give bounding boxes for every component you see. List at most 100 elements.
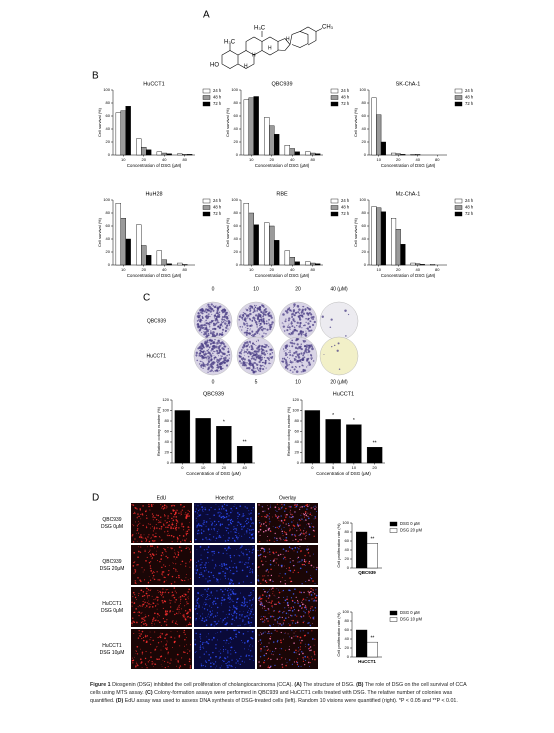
nucleus — [154, 663, 156, 665]
colony — [249, 309, 252, 311]
nucleus — [232, 583, 234, 585]
nucleus — [219, 656, 221, 659]
nucleus — [174, 622, 177, 625]
nucleus — [212, 602, 214, 604]
nucleus — [272, 650, 274, 653]
nucleus — [207, 588, 209, 590]
colony — [307, 347, 310, 349]
colony — [257, 340, 260, 342]
nucleus — [233, 505, 235, 507]
colony — [296, 347, 299, 350]
nucleus — [296, 635, 299, 638]
colony — [210, 307, 213, 310]
colony — [282, 323, 284, 325]
nucleus — [315, 589, 317, 591]
nucleus — [206, 548, 208, 551]
colony — [245, 363, 247, 366]
colony — [289, 361, 291, 363]
nucleus — [171, 517, 173, 520]
nucleus — [315, 568, 318, 571]
nucleus — [226, 665, 228, 667]
nucleus — [260, 650, 262, 652]
y-tick-label: 100 — [103, 197, 110, 202]
y-tick-label: 60 — [165, 429, 170, 434]
nucleus — [138, 520, 139, 522]
colony — [293, 368, 296, 371]
nucleus — [146, 595, 149, 597]
nucleus — [288, 609, 290, 612]
nucleus — [305, 560, 307, 562]
nucleus — [175, 529, 177, 531]
nucleus — [148, 540, 151, 543]
nucleus — [280, 631, 282, 634]
nucleus — [304, 612, 306, 614]
nucleus — [174, 509, 176, 511]
nucleus — [163, 554, 164, 556]
nucleus — [216, 580, 218, 582]
colony — [284, 310, 287, 313]
colony — [240, 350, 242, 353]
nucleus — [189, 561, 191, 563]
nucleus — [162, 659, 164, 661]
colony — [214, 328, 217, 330]
nucleus — [169, 572, 170, 574]
bar — [289, 257, 295, 266]
nucleus — [271, 632, 273, 634]
nucleus — [237, 521, 239, 523]
nucleus — [262, 564, 264, 566]
nucleus — [239, 535, 241, 537]
x-tick-label: 40 — [290, 267, 295, 272]
nucleus — [263, 589, 265, 591]
nucleus — [208, 594, 210, 596]
colony — [253, 361, 256, 364]
colony — [198, 319, 200, 321]
colony — [247, 344, 250, 346]
nucleus — [263, 646, 265, 648]
nucleus — [279, 610, 281, 613]
colony — [259, 306, 262, 308]
nucleus — [184, 579, 186, 582]
colony — [266, 357, 269, 359]
nucleus — [313, 526, 315, 528]
nucleus — [272, 654, 274, 656]
nucleus — [207, 613, 209, 615]
nucleus — [258, 599, 260, 601]
bar — [269, 125, 275, 156]
nucleus — [270, 560, 272, 561]
colony — [208, 317, 210, 319]
nucleus — [203, 520, 205, 522]
nucleus — [300, 561, 302, 563]
nucleus — [163, 580, 166, 583]
legend-swatch — [454, 205, 463, 210]
colony — [263, 306, 265, 308]
nucleus — [161, 566, 163, 569]
nucleus — [260, 618, 262, 621]
colony — [244, 313, 247, 315]
nucleus — [262, 615, 265, 618]
nucleus — [305, 536, 307, 538]
nucleus — [215, 655, 217, 658]
nucleus — [229, 598, 231, 600]
nucleus — [277, 639, 279, 642]
colony — [302, 354, 305, 357]
nucleus — [184, 664, 186, 666]
bar — [161, 152, 167, 156]
nucleus — [207, 599, 209, 601]
nucleus — [276, 558, 278, 560]
nucleus — [150, 503, 153, 506]
nucleus — [314, 516, 316, 518]
nucleus — [268, 667, 271, 669]
nucleus — [241, 545, 243, 547]
nucleus — [308, 562, 310, 564]
colony — [213, 355, 215, 356]
nucleus — [271, 600, 273, 602]
nucleus — [147, 589, 150, 591]
nucleus — [232, 600, 234, 603]
nucleus — [249, 529, 251, 531]
legend-swatch — [454, 101, 463, 107]
nucleus — [266, 591, 268, 593]
nucleus — [269, 650, 271, 652]
nucleus — [310, 577, 312, 579]
colony — [291, 354, 294, 357]
nucleus — [311, 515, 313, 517]
